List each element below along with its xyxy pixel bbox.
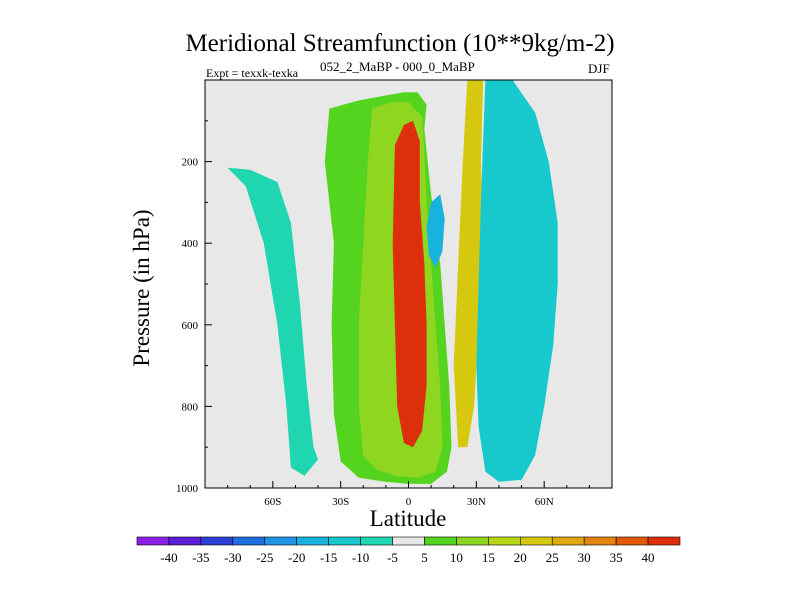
contour-southern-max-cell bbox=[392, 120, 427, 448]
colorbar-label: -20 bbox=[288, 550, 305, 565]
x-tick-label: 0 bbox=[406, 496, 412, 508]
x-tick-label: 30N bbox=[467, 496, 486, 508]
colorbar-swatch bbox=[647, 536, 681, 546]
y-tick-label: 200 bbox=[182, 157, 199, 169]
colorbar-swatch bbox=[200, 536, 234, 546]
x-tick-label: 60N bbox=[535, 496, 554, 508]
x-axis: 60S 30S 0 30N 60N bbox=[227, 481, 590, 508]
contour-fields bbox=[227, 80, 558, 484]
y-tick-label: 600 bbox=[182, 320, 199, 332]
colorbar-swatch bbox=[232, 536, 266, 546]
colorbar-swatch bbox=[264, 536, 298, 546]
season-label: DJF bbox=[588, 61, 610, 76]
colorbar-label: 15 bbox=[482, 550, 495, 565]
colorbar-label: 20 bbox=[514, 550, 527, 565]
colorbar-label: 35 bbox=[610, 550, 623, 565]
colorbar-label: 40 bbox=[642, 550, 655, 565]
colorbar-label: -25 bbox=[256, 550, 273, 565]
colorbar-swatch bbox=[456, 536, 489, 546]
contour-equatorial-yellow-strip bbox=[453, 80, 484, 448]
colorbar: -40 -35 -30 -25 -20 -15 -10 -5 5 10 15 20 25 30 35 40 bbox=[136, 536, 681, 565]
colorbar-swatch bbox=[168, 536, 202, 546]
colorbar-swatch bbox=[328, 536, 361, 546]
colorbar-label: 5 bbox=[421, 550, 428, 565]
contour-northern-teal-band bbox=[476, 80, 558, 482]
colorbar-label: -5 bbox=[387, 550, 398, 565]
x-tick-label: 30S bbox=[332, 496, 349, 508]
y-tick-label: 400 bbox=[182, 238, 199, 250]
colorbar-swatch bbox=[519, 536, 553, 546]
chart-title: Meridional Streamfunction (10**9kg/m-2) bbox=[185, 30, 615, 57]
colorbar-swatch bbox=[551, 536, 585, 546]
colorbar-swatch bbox=[424, 536, 457, 546]
contour-southern-teal-band bbox=[227, 167, 319, 476]
colorbar-label: -10 bbox=[352, 550, 369, 565]
colorbar-label: -15 bbox=[320, 550, 337, 565]
colorbar-swatch bbox=[360, 536, 393, 546]
contour-isolated-teal-blob bbox=[426, 194, 445, 268]
colorbar-label: 30 bbox=[578, 550, 591, 565]
colorbar-swatch bbox=[615, 536, 649, 546]
colorbar-label: 25 bbox=[546, 550, 559, 565]
colorbar-label: -40 bbox=[160, 550, 177, 565]
colorbar-swatch bbox=[392, 536, 425, 546]
colorbar-swatch bbox=[296, 536, 329, 546]
y-tick-label: 800 bbox=[182, 401, 199, 413]
colorbar-label: -30 bbox=[224, 550, 241, 565]
colorbar-label: 10 bbox=[450, 550, 463, 565]
colorbar-swatch bbox=[488, 536, 521, 546]
x-tick-label: 60S bbox=[264, 496, 281, 508]
colorbar-swatch bbox=[583, 536, 617, 546]
experiment-label: Expt = texxk-texka bbox=[206, 66, 299, 80]
y-tick-label: 1000 bbox=[176, 483, 199, 495]
y-axis: 200 400 600 800 1000 bbox=[176, 120, 212, 495]
colorbar-label: -35 bbox=[192, 550, 209, 565]
x-axis-label: Latitude bbox=[369, 506, 447, 531]
colorbar-swatch bbox=[136, 536, 170, 546]
period-label: 052_2_MaBP - 000_0_MaBP bbox=[320, 59, 475, 74]
